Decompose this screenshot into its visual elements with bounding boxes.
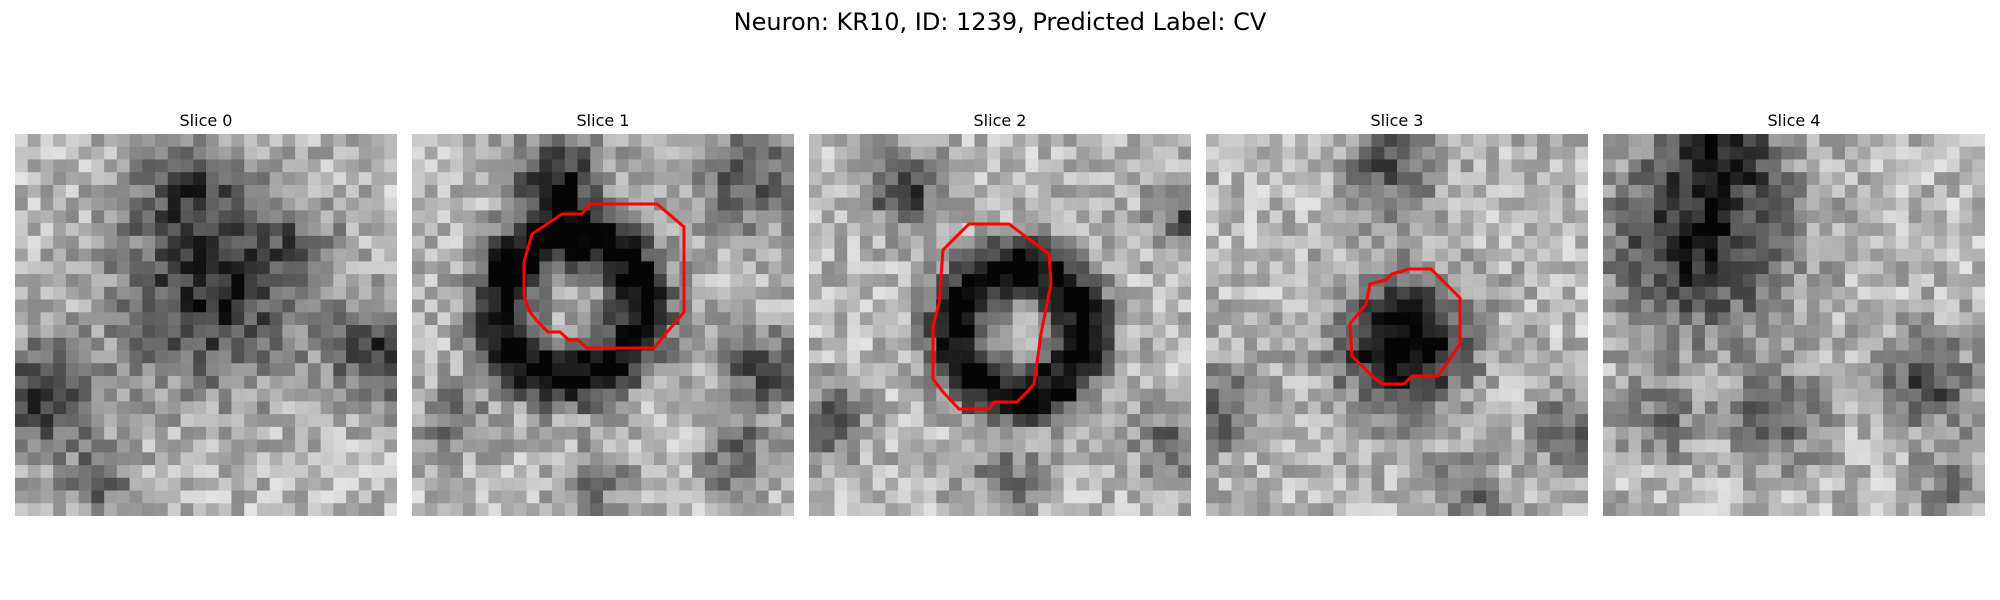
slice-title-2: Slice 2 [973,111,1027,130]
roi-outline-3 [1348,267,1462,386]
slice-panel-2: Slice 2 [809,110,1191,516]
roi-outline-1 [522,202,686,350]
slice-title-4: Slice 4 [1767,111,1821,130]
roi-outline-2 [931,222,1053,411]
slice-image-3 [1206,134,1588,516]
figure-title: Neuron: KR10, ID: 1239, Predicted Label:… [733,8,1267,36]
slice-panel-4: Slice 4 [1603,110,1985,516]
slice-image-1 [412,134,794,516]
slice-panel-3: Slice 3 [1206,110,1588,516]
slice-image-4 [1603,134,1985,516]
slice-title-0: Slice 0 [179,111,233,130]
slice-image-0 [15,134,397,516]
slice-title-1: Slice 1 [576,111,630,130]
slice-panel-1: Slice 1 [412,110,794,516]
slice-title-3: Slice 3 [1370,111,1424,130]
slice-image-2 [809,134,1191,516]
slice-panel-0: Slice 0 [15,110,397,516]
